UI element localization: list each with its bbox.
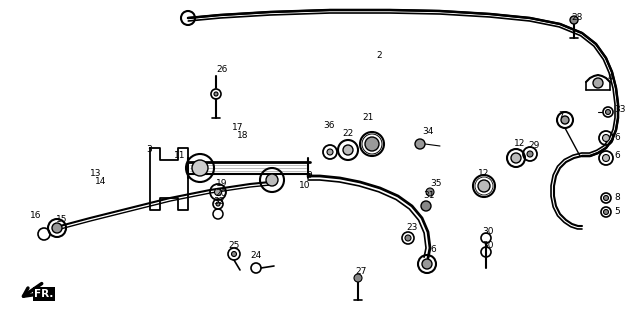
Text: 13: 13 xyxy=(90,170,102,178)
Text: 19: 19 xyxy=(216,178,227,187)
Circle shape xyxy=(214,188,221,196)
Text: 35: 35 xyxy=(430,178,442,187)
Circle shape xyxy=(422,259,432,269)
Text: 26: 26 xyxy=(216,66,227,74)
Text: 24: 24 xyxy=(250,251,261,259)
Text: 29: 29 xyxy=(528,142,540,150)
Circle shape xyxy=(214,92,218,96)
Text: 10: 10 xyxy=(299,181,310,190)
Text: 30: 30 xyxy=(482,241,493,251)
Text: 12: 12 xyxy=(514,138,525,148)
Circle shape xyxy=(426,188,434,196)
Text: 21: 21 xyxy=(362,112,373,122)
Circle shape xyxy=(266,174,278,186)
Text: 14: 14 xyxy=(95,177,106,187)
Text: 4: 4 xyxy=(608,73,614,83)
Text: 32: 32 xyxy=(213,198,225,207)
Circle shape xyxy=(605,110,611,115)
Circle shape xyxy=(343,145,353,155)
Circle shape xyxy=(593,78,603,88)
Text: 3: 3 xyxy=(146,145,152,154)
Text: 15: 15 xyxy=(56,214,67,224)
Text: 2: 2 xyxy=(376,51,381,61)
Circle shape xyxy=(421,201,431,211)
Text: 34: 34 xyxy=(422,127,433,136)
Text: FR.: FR. xyxy=(35,289,54,299)
Circle shape xyxy=(192,160,208,176)
Text: 6: 6 xyxy=(614,151,620,160)
Text: 18: 18 xyxy=(237,132,248,140)
Circle shape xyxy=(602,154,609,161)
Text: 30: 30 xyxy=(482,228,493,236)
Text: 12: 12 xyxy=(478,169,490,177)
Text: 23: 23 xyxy=(406,224,417,232)
Circle shape xyxy=(327,149,333,155)
Circle shape xyxy=(561,116,569,124)
Circle shape xyxy=(604,196,609,201)
Circle shape xyxy=(415,139,425,149)
Circle shape xyxy=(52,223,62,233)
Text: 16: 16 xyxy=(30,210,42,219)
Circle shape xyxy=(405,235,411,241)
Text: 31: 31 xyxy=(423,192,435,201)
Text: 28: 28 xyxy=(571,14,582,23)
Circle shape xyxy=(232,252,237,257)
Text: 6: 6 xyxy=(430,246,436,255)
Text: 36: 36 xyxy=(323,121,335,129)
Circle shape xyxy=(604,209,609,214)
Text: 8: 8 xyxy=(614,192,620,202)
Text: 17: 17 xyxy=(232,123,243,133)
Text: 33: 33 xyxy=(614,106,625,115)
Text: 5: 5 xyxy=(614,207,620,215)
Text: 27: 27 xyxy=(355,268,366,277)
Circle shape xyxy=(365,137,379,151)
Text: 22: 22 xyxy=(342,128,353,138)
Text: 20: 20 xyxy=(215,188,227,198)
Circle shape xyxy=(527,151,533,157)
Text: 9: 9 xyxy=(306,171,312,181)
Text: 6: 6 xyxy=(614,133,620,143)
Circle shape xyxy=(511,153,521,163)
Circle shape xyxy=(216,202,220,206)
Text: 7: 7 xyxy=(558,111,564,120)
Text: 11: 11 xyxy=(174,151,186,160)
Circle shape xyxy=(570,16,578,24)
Text: 25: 25 xyxy=(228,241,239,250)
Circle shape xyxy=(602,134,609,142)
Circle shape xyxy=(354,274,362,282)
Circle shape xyxy=(478,180,490,192)
